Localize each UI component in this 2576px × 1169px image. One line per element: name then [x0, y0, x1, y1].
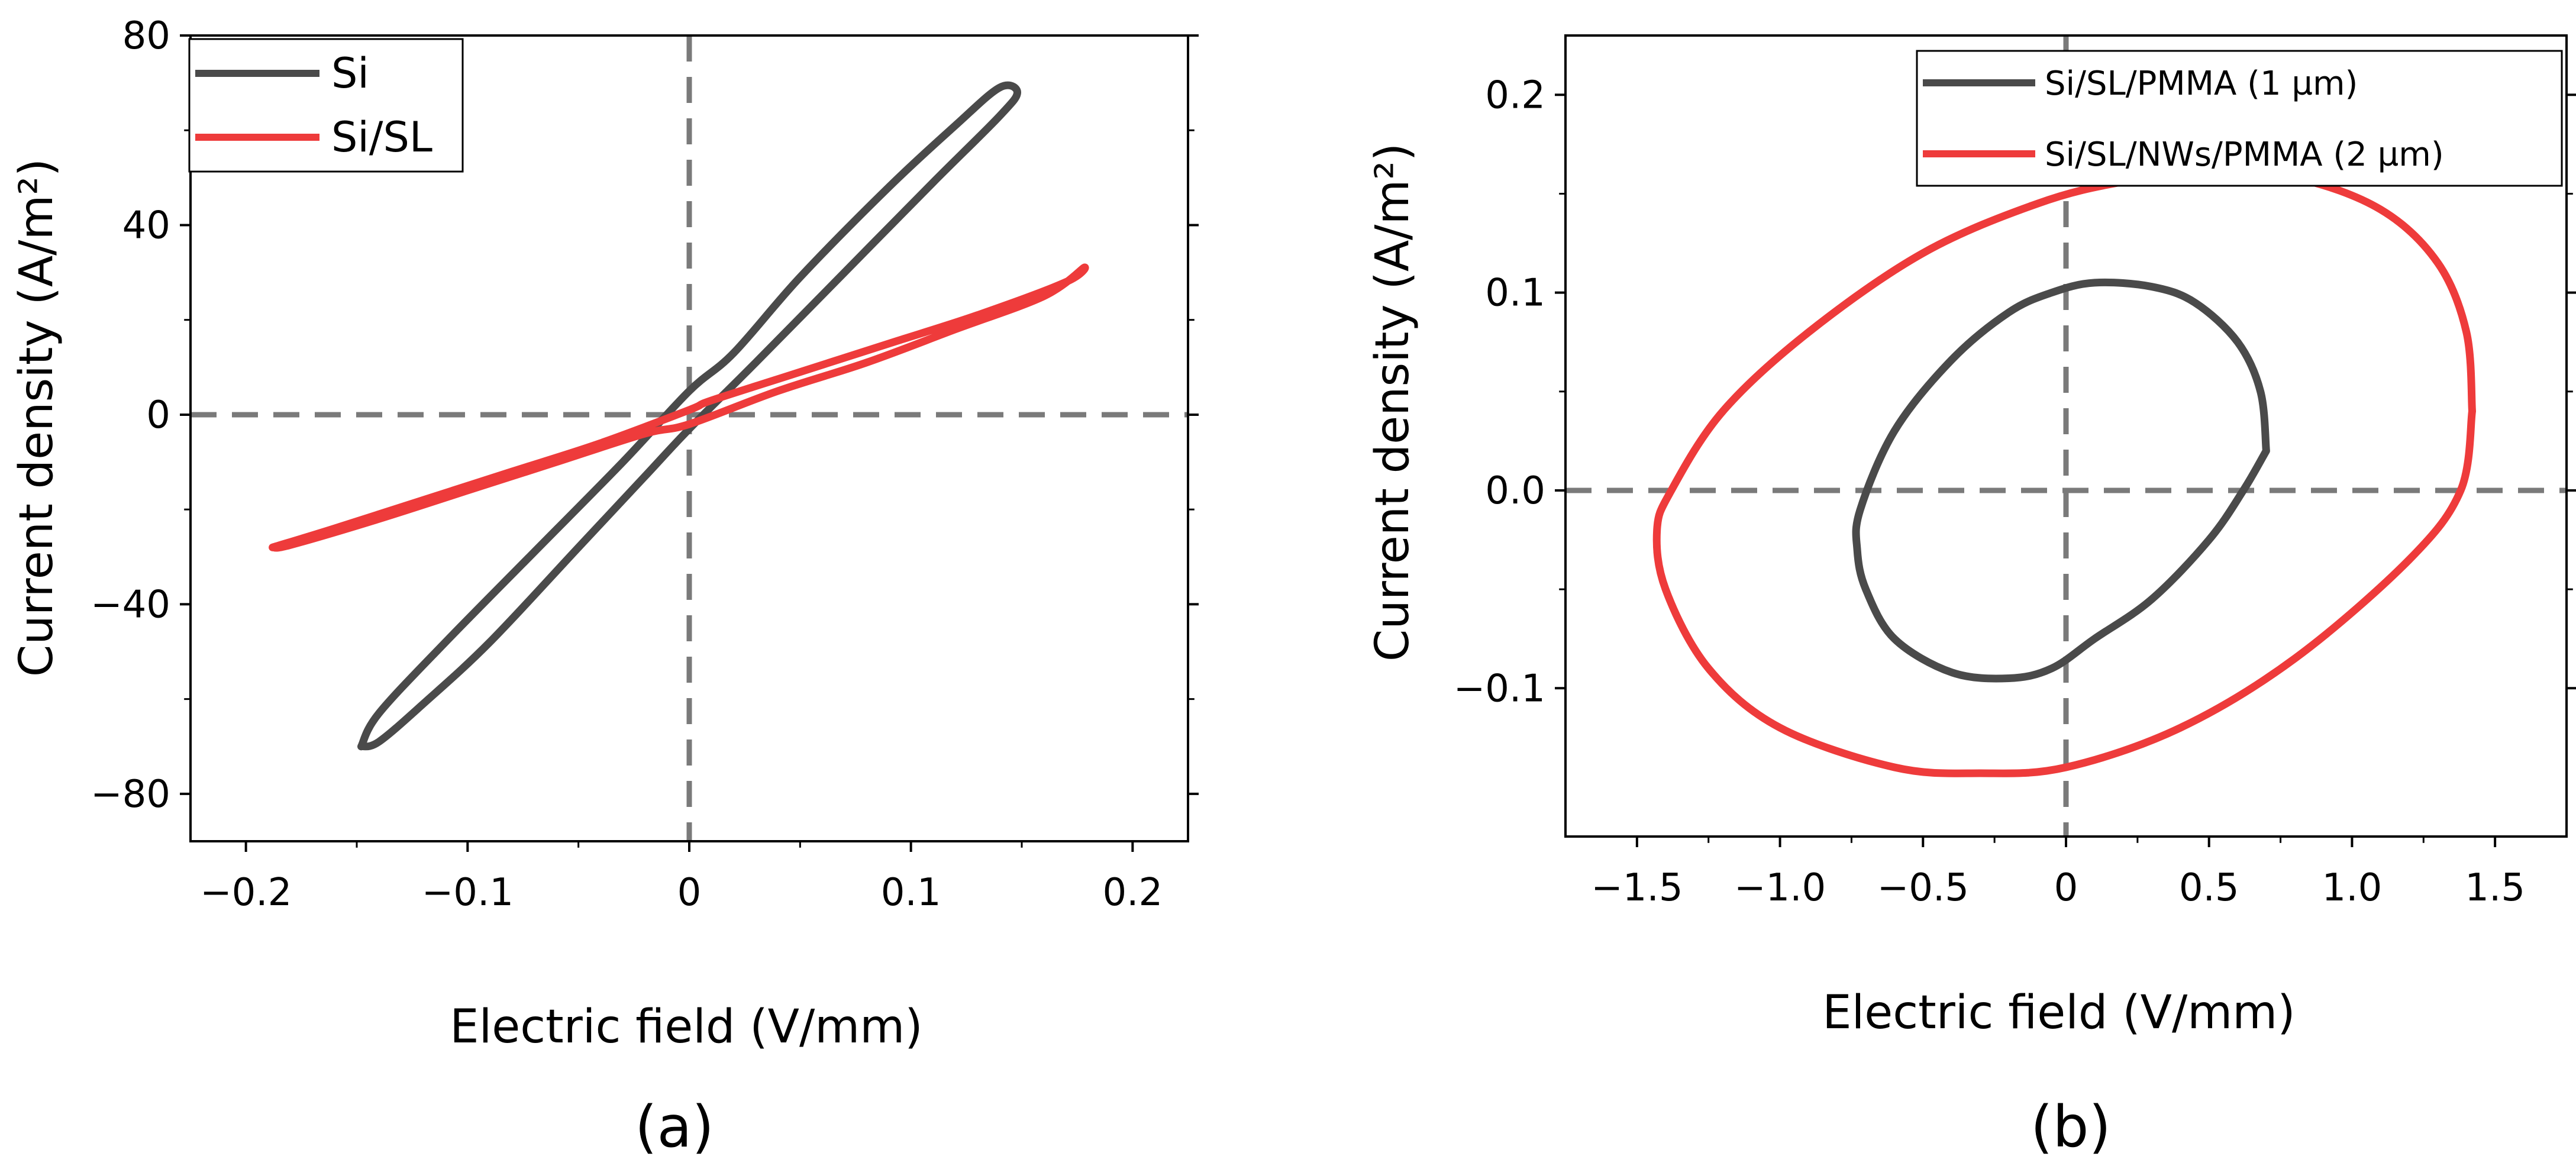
x-tick-label: 0	[677, 871, 702, 915]
chart-panel-b: −1.5 −1.0 −0.5 0 0.5 1.0 1.5 −0.1 0.0 0.1 0.2 Elec…	[1366, 34, 2576, 1160]
y-tick-label: −40	[91, 583, 170, 627]
y-tick-label: −0.1	[1454, 667, 1545, 711]
y-tick-label: 0	[146, 393, 170, 437]
x-tick-label: −0.2	[200, 871, 292, 915]
legend-label-nws-pmma: Si/SL/NWs/PMMA (2 µm)	[2045, 135, 2444, 174]
legend-box-a	[188, 38, 464, 173]
y-axis-title-a: Current density (A/m²)	[10, 159, 63, 677]
series-loop-a-1	[269, 263, 1089, 552]
panel-label-b: (b)	[2031, 1094, 2111, 1160]
legend-label-si: Si	[331, 49, 369, 98]
x-tick-label: −1.0	[1734, 866, 1826, 910]
legend-label-pmma: Si/SL/PMMA (1 µm)	[2045, 64, 2358, 103]
x-axis-title-a: Electric field (V/mm)	[450, 1000, 922, 1054]
y-tick-label: −80	[91, 773, 170, 816]
x-tick-label: 0.1	[881, 871, 941, 915]
ticks-b: −1.5 −1.0 −0.5 0 0.5 1.0 1.5 −0.1 0.0 0.1 0.2	[1454, 73, 2576, 910]
y-tick-label: 40	[122, 204, 170, 247]
x-tick-label: 1.5	[2465, 866, 2525, 910]
series-loop-b-0	[1852, 278, 2270, 683]
series-group-a	[269, 81, 1089, 751]
y-tick-label: 0.2	[1485, 73, 1545, 117]
y-tick-label: 80	[122, 14, 170, 58]
legend-b: Si/SL/PMMA (1 µm) Si/SL/NWs/PMMA (2 µm)	[1916, 50, 2563, 187]
legend-a: Si Si/SL	[188, 38, 464, 173]
x-tick-label: −0.5	[1877, 866, 1969, 910]
y-tick-label: 0.1	[1485, 272, 1545, 315]
y-axis-title-b: Current density (A/m²)	[1366, 143, 1419, 661]
ticks-a: −0.2 −0.1 0 0.1 0.2 −80 −40 0 40 80	[91, 14, 1199, 915]
x-tick-label: 0	[2054, 866, 2078, 910]
x-axis-title-b: Electric field (V/mm)	[1822, 986, 2295, 1039]
x-tick-label: −1.5	[1591, 866, 1683, 910]
chart-panel-a: −0.2 −0.1 0 0.1 0.2 −80 −40 0 40 80 Electric fiel…	[10, 14, 1199, 1160]
legend-label-si-sl: Si/SL	[331, 113, 432, 162]
x-tick-label: 0.5	[2179, 866, 2239, 910]
panel-label-a: (a)	[635, 1094, 714, 1160]
legend-box-b	[1916, 50, 2563, 187]
x-tick-label: 0.2	[1102, 871, 1163, 915]
reference-lines-a	[191, 35, 1188, 841]
x-tick-label: −0.1	[422, 871, 514, 915]
y-tick-label: 0.0	[1485, 469, 1545, 513]
x-tick-label: 1.0	[2322, 866, 2383, 910]
series-loop-a-0	[357, 81, 1021, 751]
